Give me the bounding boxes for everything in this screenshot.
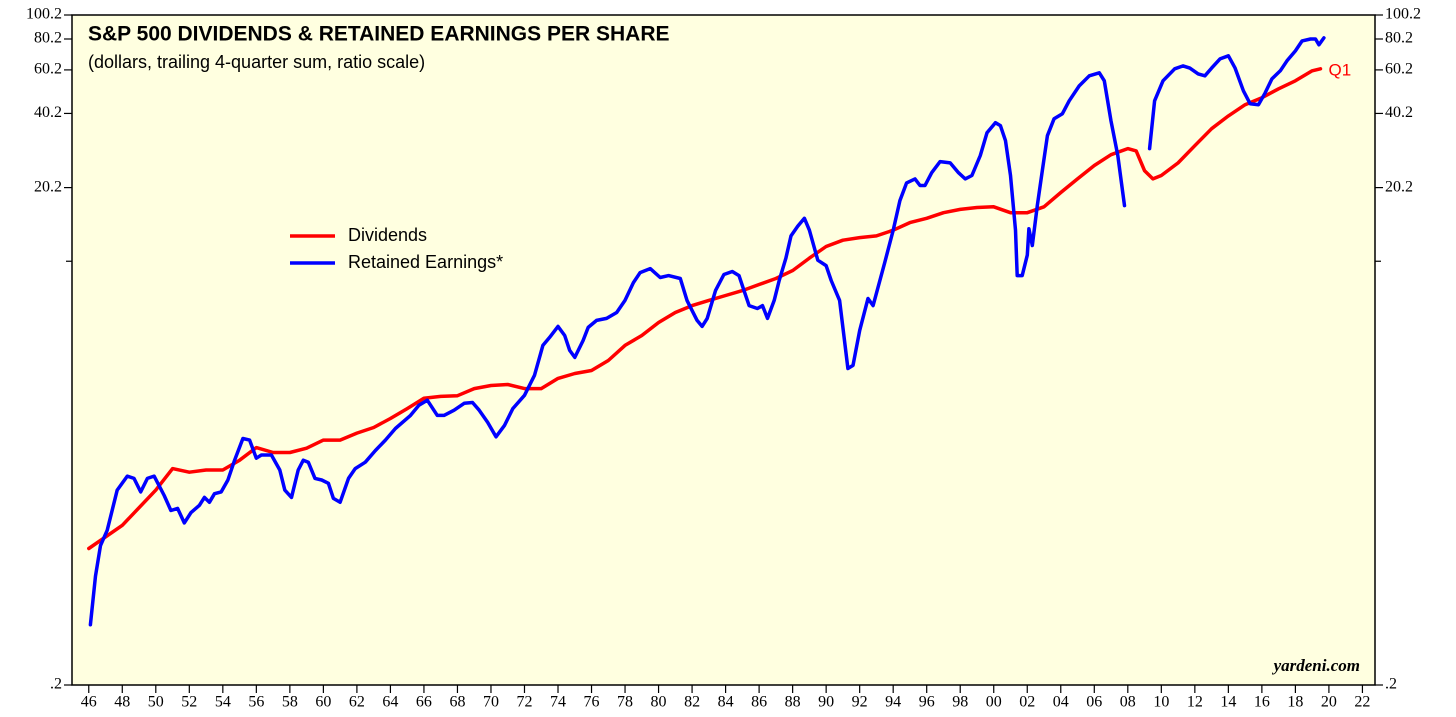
x-tick-label: 86 [751, 694, 767, 711]
x-tick-label: 62 [349, 694, 365, 711]
x-tick-label: 50 [148, 694, 164, 711]
x-tick-label: 78 [617, 694, 633, 711]
x-tick-label: 06 [1086, 694, 1102, 711]
plot-area [71, 14, 1376, 686]
y-tick-label: .2 [50, 676, 62, 693]
x-tick-label: 02 [1019, 694, 1035, 711]
x-tick-label: 18 [1287, 694, 1303, 711]
y-tick-label: 20.2 [34, 178, 62, 195]
source: yardeni.com [1272, 656, 1360, 675]
x-tick-label: 64 [382, 694, 398, 711]
series-line [88, 36, 1326, 627]
x-tick-label: 00 [986, 694, 1002, 711]
chart-subtitle: (dollars, trailing 4-quarter sum, ratio … [88, 52, 425, 72]
x-tick-label: 68 [449, 694, 465, 711]
x-tick-label: 84 [718, 694, 734, 711]
x-tick-label: 60 [315, 694, 331, 711]
y-tick-label: 40.2 [34, 104, 62, 121]
chart-title: S&P 500 DIVIDENDS & RETAINED EARNINGS PE… [88, 23, 670, 46]
x-tick-label: 76 [584, 694, 600, 711]
x-tick-label: 20 [1321, 694, 1337, 711]
x-tick-label: 56 [248, 694, 264, 711]
x-tick-label: 66 [416, 694, 432, 711]
y2-tick-label: 80.2 [1385, 30, 1413, 47]
x-tick-label: 92 [852, 694, 868, 711]
x-tick-label: 22 [1354, 694, 1370, 711]
x-tick-label: 12 [1187, 694, 1203, 711]
x-tick-label: 80 [651, 694, 667, 711]
x-tick-label: 54 [215, 694, 231, 711]
legend-label: Retained Earnings* [348, 252, 503, 272]
x-tick-label: 72 [516, 694, 532, 711]
x-tick-label: 70 [483, 694, 499, 711]
x-tick-label: 10 [1153, 694, 1169, 711]
x-tick-label: 16 [1254, 694, 1270, 711]
y-tick-label: 80.2 [34, 30, 62, 47]
x-tick-label: 52 [181, 694, 197, 711]
y2-tick-label: .2 [1385, 676, 1397, 693]
y2-tick-label: 40.2 [1385, 104, 1413, 121]
annotation: Q1 [1329, 60, 1352, 79]
x-tick-label: 46 [81, 694, 97, 711]
x-tick-label: 98 [952, 694, 968, 711]
y2-tick-label: 60.2 [1385, 61, 1413, 78]
x-tick-label: 96 [919, 694, 935, 711]
x-tick-label: 88 [785, 694, 801, 711]
x-tick-label: 58 [282, 694, 298, 711]
x-tick-label: 14 [1220, 694, 1236, 711]
x-tick-label: 08 [1120, 694, 1136, 711]
x-tick-label: 82 [684, 694, 700, 711]
y2-tick-label: 100.2 [1385, 6, 1421, 23]
legend-label: Dividends [348, 225, 427, 245]
x-tick-label: 48 [114, 694, 130, 711]
y2-tick-label: 20.2 [1385, 178, 1413, 195]
y-tick-label: 60.2 [34, 61, 62, 78]
y-tick-label: 100.2 [26, 6, 62, 23]
x-tick-label: 94 [885, 694, 901, 711]
x-tick-label: 74 [550, 694, 566, 711]
x-tick-label: 90 [818, 694, 834, 711]
x-tick-label: 04 [1053, 694, 1069, 711]
